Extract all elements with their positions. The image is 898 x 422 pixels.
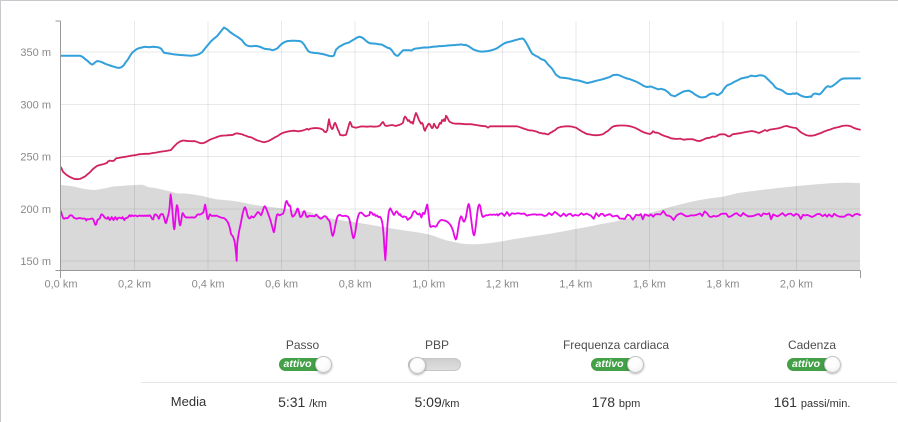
svg-text:0,8 km: 0,8 km xyxy=(339,279,372,291)
svg-text:0,6 km: 0,6 km xyxy=(265,279,298,291)
svg-text:1,2 km: 1,2 km xyxy=(486,279,519,291)
svg-text:0,2 km: 0,2 km xyxy=(118,279,151,291)
svg-text:350 m: 350 m xyxy=(20,47,51,59)
svg-text:2,0 km: 2,0 km xyxy=(780,279,813,291)
svg-text:250 m: 250 m xyxy=(20,152,51,164)
svg-text:1,6 km: 1,6 km xyxy=(633,279,666,291)
svg-text:0,0 km: 0,0 km xyxy=(44,279,77,291)
svg-text:200 m: 200 m xyxy=(20,204,51,216)
svg-text:0,4 km: 0,4 km xyxy=(192,279,225,291)
svg-text:1,0 km: 1,0 km xyxy=(412,279,445,291)
svg-text:1,8 km: 1,8 km xyxy=(706,279,739,291)
svg-text:150 m: 150 m xyxy=(20,256,51,268)
svg-text:300 m: 300 m xyxy=(20,99,51,111)
svg-text:1,4 km: 1,4 km xyxy=(559,279,592,291)
